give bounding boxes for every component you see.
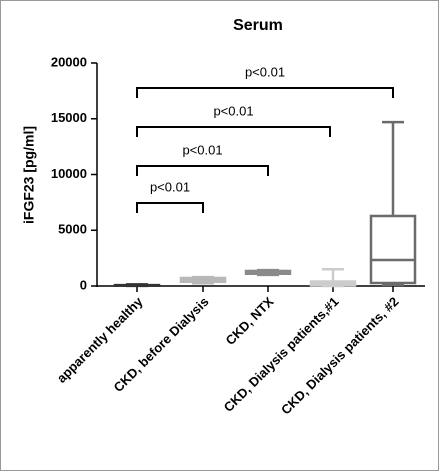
significance-bracket — [136, 202, 204, 213]
significance-label: p<0.01 — [245, 64, 285, 79]
significance-bracket — [136, 87, 394, 98]
significance-label: p<0.01 — [150, 179, 190, 194]
y-tick-label: 20000 — [51, 54, 87, 69]
chart-title: Serum — [233, 17, 283, 34]
significance-bracket — [136, 165, 269, 176]
y-tick-label: 15000 — [51, 110, 87, 125]
y-tick-label: 10000 — [51, 166, 87, 181]
significance-bracket — [136, 126, 331, 137]
significance-label: p<0.01 — [182, 142, 222, 157]
y-tick-label: 5000 — [58, 222, 87, 237]
y-axis-label: iFGF23 [pg/ml] — [21, 126, 37, 224]
y-tick-label: 0 — [80, 277, 87, 292]
box — [369, 214, 417, 285]
significance-label: p<0.01 — [213, 103, 253, 118]
